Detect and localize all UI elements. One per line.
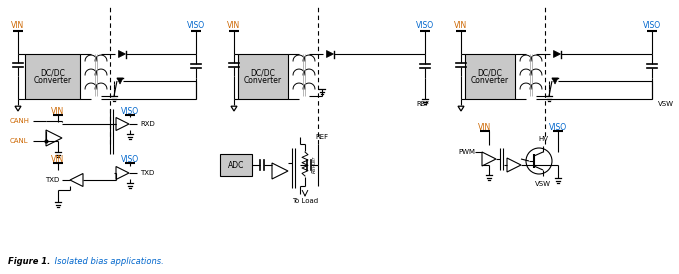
Text: Converter: Converter xyxy=(33,76,71,85)
Text: CANL: CANL xyxy=(10,138,29,144)
Text: VIN: VIN xyxy=(52,107,65,116)
Text: TXD: TXD xyxy=(45,177,59,183)
Bar xyxy=(238,54,288,99)
Polygon shape xyxy=(119,50,126,58)
Text: HV: HV xyxy=(538,136,548,142)
Text: Figure 1.: Figure 1. xyxy=(8,258,50,267)
Bar xyxy=(25,54,80,99)
Polygon shape xyxy=(327,50,333,58)
Polygon shape xyxy=(117,78,123,84)
Text: Isolated bias applications.: Isolated bias applications. xyxy=(52,258,164,267)
Text: VISO: VISO xyxy=(121,107,139,116)
Text: VIN: VIN xyxy=(227,21,240,30)
Text: REF: REF xyxy=(316,134,329,140)
Bar xyxy=(465,54,515,99)
Text: DC/DC: DC/DC xyxy=(251,68,276,77)
Text: VISO: VISO xyxy=(416,21,434,30)
Text: To Load: To Load xyxy=(292,198,318,204)
Text: VISO: VISO xyxy=(121,155,139,164)
Text: RXD: RXD xyxy=(140,121,155,127)
Text: VIN: VIN xyxy=(479,122,492,132)
Text: VISO: VISO xyxy=(187,21,205,30)
Circle shape xyxy=(526,148,552,174)
Text: REF: REF xyxy=(416,101,430,107)
Text: ADC: ADC xyxy=(228,161,244,170)
Text: DC/DC: DC/DC xyxy=(40,68,65,77)
Polygon shape xyxy=(553,50,560,58)
Text: VSW: VSW xyxy=(535,181,551,187)
Text: VISO: VISO xyxy=(549,122,567,132)
Text: TXD: TXD xyxy=(140,170,154,176)
Bar xyxy=(220,154,252,176)
Text: VISO: VISO xyxy=(643,21,661,30)
Polygon shape xyxy=(552,78,558,84)
Text: Converter: Converter xyxy=(244,76,282,85)
Text: VIN: VIN xyxy=(52,155,65,164)
Text: VIN: VIN xyxy=(12,21,24,30)
Text: CANH: CANH xyxy=(10,118,30,124)
Text: VIN: VIN xyxy=(454,21,468,30)
Text: PWM: PWM xyxy=(458,149,475,155)
Text: $R_{SHUNT}$: $R_{SHUNT}$ xyxy=(310,154,319,174)
Text: VSW: VSW xyxy=(658,101,674,107)
Text: Converter: Converter xyxy=(471,76,509,85)
Text: DC/DC: DC/DC xyxy=(477,68,502,77)
